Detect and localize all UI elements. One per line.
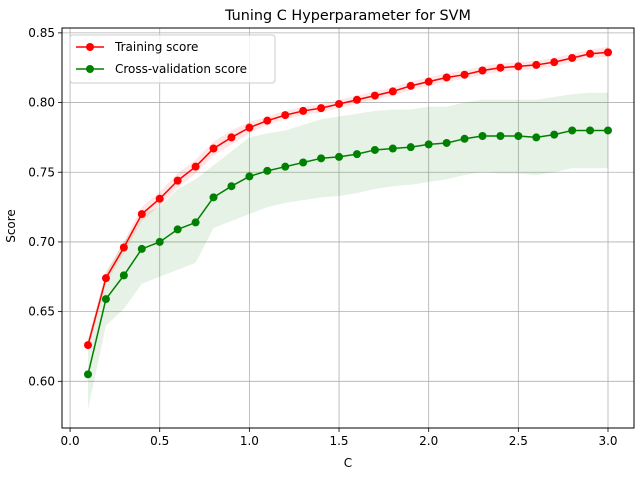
series-0-point-12: [299, 106, 308, 115]
x-tick-label-5: 2.5: [509, 434, 528, 448]
series-1-point-1: [101, 295, 110, 304]
series-1-point-28: [586, 126, 595, 135]
series-1-point-4: [155, 237, 164, 246]
series-0-point-14: [335, 99, 344, 108]
x-axis-label: C: [344, 456, 352, 470]
series-0-point-1: [101, 274, 110, 283]
series-0-point-16: [370, 91, 379, 100]
series-0-point-19: [424, 77, 433, 86]
x-tick-label-0: 0.0: [61, 434, 80, 448]
series-0-point-8: [227, 133, 236, 142]
series-1-point-16: [370, 145, 379, 154]
series-1-point-18: [406, 143, 415, 152]
series-1-point-3: [137, 244, 146, 253]
x-tick-label-1: 0.5: [150, 434, 169, 448]
y-tick-label-1: 0.65: [28, 305, 55, 319]
series-0-point-2: [119, 243, 128, 252]
series-0-point-7: [209, 144, 218, 153]
series-1-point-15: [352, 150, 361, 159]
series-1-point-17: [388, 144, 397, 153]
series-0-point-23: [496, 63, 505, 72]
series-1-point-25: [532, 133, 541, 142]
series-0-point-20: [442, 73, 451, 82]
series-0-point-6: [191, 162, 200, 171]
series-0-point-21: [460, 70, 469, 79]
series-0-point-13: [317, 104, 326, 113]
series-0-point-3: [137, 210, 146, 219]
series-1-point-0: [84, 370, 92, 379]
series-0-point-24: [514, 62, 523, 71]
series-1-point-5: [173, 225, 182, 234]
series-0-point-26: [550, 58, 559, 67]
plot-area: 0.0 0.5 1.0 1.5 2.0 2.5 3.0 0.60 0.65 0.70 0.75 0.8…: [28, 26, 635, 448]
series-1-point-24: [514, 132, 523, 141]
series-1-point-6: [191, 218, 200, 227]
series-1-point-27: [568, 126, 577, 135]
series-0-point-5: [173, 176, 182, 185]
series-0-point-28: [586, 49, 595, 58]
y-tick-label-0: 0.60: [28, 374, 55, 388]
series-1-point-11: [281, 162, 290, 171]
y-tick-label-2: 0.70: [28, 235, 55, 249]
series-1-point-19: [424, 140, 433, 149]
series-1-point-10: [263, 166, 272, 175]
chart-title: Tuning C Hyperparameter for SVM: [224, 8, 471, 24]
x-tick-label-6: 3.0: [598, 434, 617, 448]
series-0-point-4: [155, 194, 164, 203]
axes-frame: [61, 27, 635, 429]
series-1-point-7: [209, 193, 218, 202]
legend: Training score Cross-validation score: [69, 34, 276, 84]
series-1-point-21: [460, 134, 469, 143]
x-tick-label-3: 1.5: [329, 434, 348, 448]
series-0-point-9: [245, 123, 254, 132]
series-1-point-12: [299, 158, 308, 167]
series-0-point-11: [281, 111, 290, 120]
series-1-point-13: [317, 154, 326, 163]
series-0-point-15: [352, 95, 361, 104]
y-tick-label-5: 0.85: [28, 26, 55, 40]
y-tick-label-4: 0.80: [28, 96, 55, 110]
y-tick-label-3: 0.75: [28, 165, 55, 179]
series-1-point-2: [119, 271, 128, 280]
series-1-point-20: [442, 138, 451, 147]
x-tick-label-2: 1.0: [240, 434, 259, 448]
series-1-point-23: [496, 132, 505, 141]
x-tick-label-4: 2.0: [419, 434, 438, 448]
legend-marker-0: [86, 43, 94, 51]
legend-marker-1: [86, 65, 94, 73]
series-0-point-0: [84, 341, 92, 350]
series-0-point-22: [478, 66, 487, 75]
series-1-point-22: [478, 132, 487, 141]
series-0-point-17: [388, 87, 397, 96]
legend-label-1: Cross-validation score: [115, 62, 247, 76]
series-0-point-25: [532, 60, 541, 69]
series-0-point-29: [604, 48, 612, 57]
y-axis-label: Score: [4, 209, 18, 243]
series-1-point-26: [550, 130, 559, 139]
series-1-point-14: [335, 152, 344, 161]
series-0-point-10: [263, 116, 272, 125]
series-1-point-29: [604, 126, 612, 135]
legend-label-0: Training score: [114, 40, 198, 54]
series-1-point-9: [245, 172, 254, 181]
legend-box: [69, 34, 276, 84]
series-1-point-8: [227, 182, 236, 191]
series-0-point-27: [568, 53, 577, 62]
series-1-band: [88, 92, 608, 410]
series-0-point-18: [406, 81, 415, 90]
